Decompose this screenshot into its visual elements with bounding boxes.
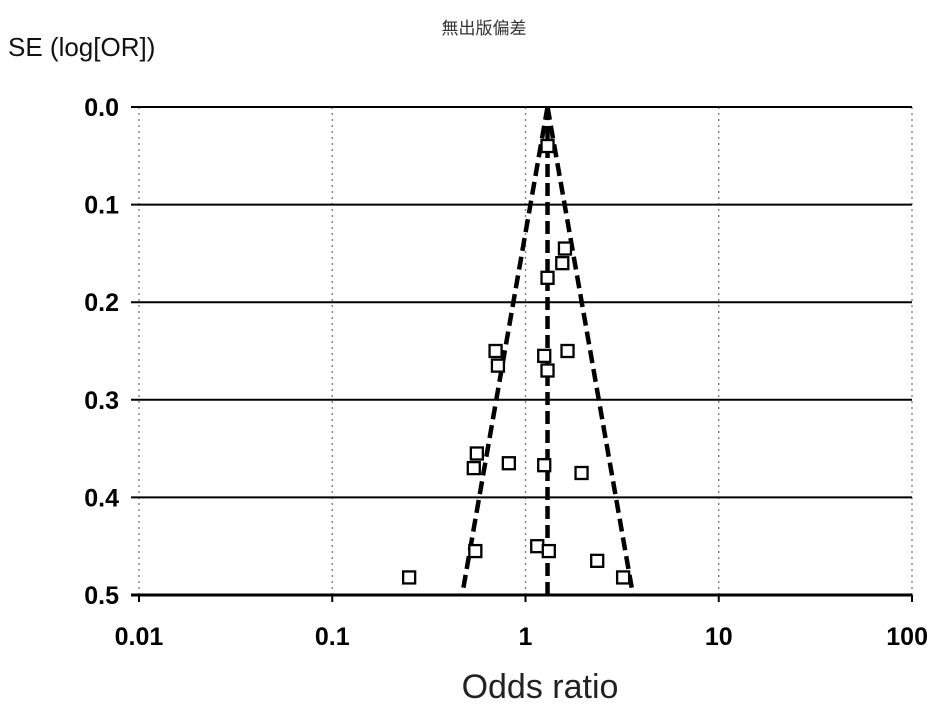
grid-lines [131,106,913,602]
y-axis-label: SE (log[OR]) [8,32,155,62]
funnel-lines [459,106,636,596]
study-point [560,343,575,359]
chart-title: 無出版偏差 [442,19,527,38]
study-point [402,570,417,585]
y-tick-labels: 0.0 0.1 0.2 0.3 0.4 0.5 [84,94,119,610]
y-tick-label: 0.2 [84,289,119,317]
study-point [537,348,552,364]
funnel-line [459,106,550,596]
study-point [574,465,589,481]
study-point [557,241,573,256]
y-tick-label: 0.4 [84,484,119,512]
study-points [402,138,631,585]
study-point [541,543,556,559]
x-tick-label: 10 [705,623,733,651]
study-point [466,460,481,476]
study-point [530,539,545,554]
y-tick-label: 0.0 [84,94,119,122]
study-point [555,256,570,271]
x-tick-label: 100 [886,623,928,651]
study-point [488,343,503,359]
study-point [540,138,555,154]
x-tick-label: 0.1 [315,623,350,651]
study-point [468,543,483,559]
x-tick-labels: 0.01 0.1 1 10 100 [115,623,928,651]
study-point [615,570,631,585]
study-point [537,458,552,473]
study-point [490,358,506,373]
x-axis-label: Odds ratio [462,668,619,706]
x-tick-label: 0.01 [115,623,164,651]
study-point [501,456,516,471]
study-point [540,270,555,285]
study-point [590,553,605,568]
study-point [469,446,484,461]
funnel-line [545,106,636,596]
y-tick-label: 0.1 [84,192,119,220]
study-point [540,363,555,378]
y-tick-label: 0.5 [84,582,119,610]
x-tick-label: 1 [519,623,533,651]
y-tick-label: 0.3 [84,387,119,415]
